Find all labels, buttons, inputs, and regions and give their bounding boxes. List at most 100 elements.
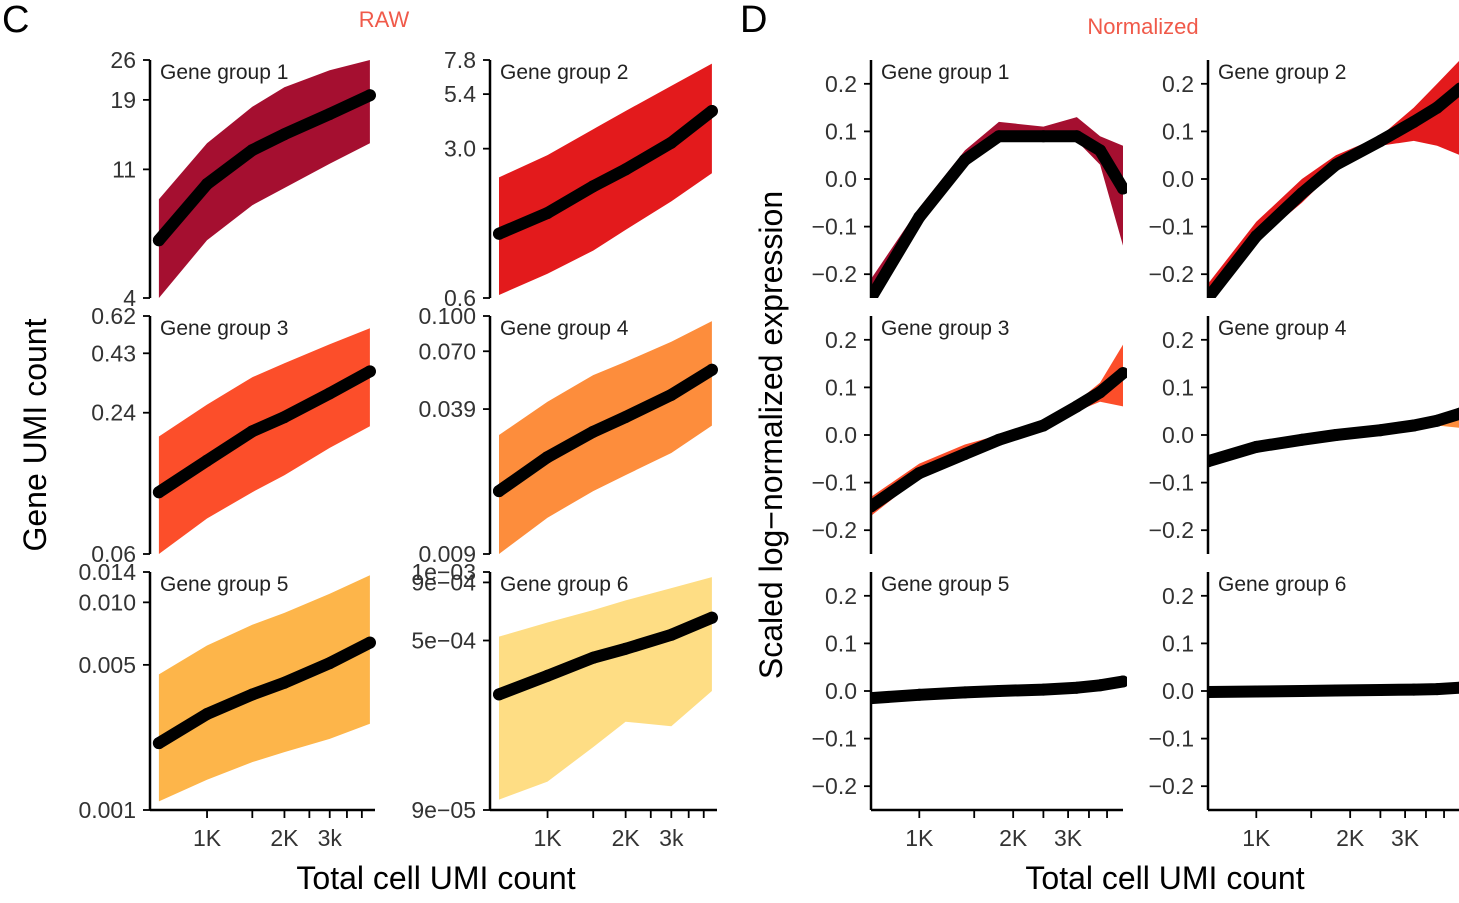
- mean-point: [1329, 684, 1342, 697]
- ribbon-band: [1208, 61, 1459, 298]
- mean-trend-line: [152, 89, 376, 247]
- mean-point: [493, 688, 505, 701]
- mean-point: [871, 292, 877, 298]
- y-tick-label: 3.0: [444, 136, 476, 162]
- mean-trend-line: [152, 636, 376, 750]
- mean-trend-line: [871, 130, 1127, 298]
- y-tick-label: 0.005: [78, 652, 136, 678]
- mean-point: [1431, 683, 1444, 696]
- mean-point: [587, 425, 600, 438]
- x-tick-label: 3k: [318, 825, 343, 851]
- mean-point: [913, 688, 926, 701]
- mean-point: [1329, 429, 1342, 441]
- y-tick-label: 26: [110, 47, 136, 73]
- mean-point: [246, 425, 259, 438]
- y-tick-label: 0.06: [91, 541, 136, 567]
- facet-label: Gene group 3: [160, 317, 288, 340]
- mean-point: [323, 657, 336, 670]
- mean-point: [1250, 230, 1263, 243]
- x-tick-label: 2K: [1336, 825, 1365, 851]
- mean-point: [363, 365, 376, 378]
- x-tick-label: 1K: [193, 825, 222, 851]
- mean-point: [958, 154, 971, 166]
- y-tick-label: 0.2: [825, 583, 857, 609]
- mean-point: [1094, 144, 1107, 157]
- mean-point: [705, 611, 718, 624]
- y-tick-label: 5e−04: [411, 628, 476, 654]
- ribbon-band: [158, 328, 370, 554]
- y-tick-label: −0.1: [1149, 726, 1194, 752]
- y-tick-label: 4: [123, 285, 136, 311]
- y-tick-label: 0.2: [825, 71, 857, 97]
- mean-point: [705, 363, 718, 376]
- mean-point: [278, 128, 291, 141]
- mean-point: [1295, 685, 1308, 697]
- mean-point: [1070, 681, 1083, 694]
- mean-point: [992, 685, 1005, 697]
- mean-point: [913, 211, 926, 224]
- norm-x-axis-title: Total cell UMI count: [1025, 860, 1304, 896]
- facet-label: Gene group 5: [881, 573, 1009, 596]
- mean-point: [665, 628, 678, 641]
- mean-point: [1037, 130, 1050, 143]
- mean-trend-line: [152, 365, 376, 499]
- mean-trend-line: [493, 611, 718, 701]
- y-tick-label: 0.2: [1162, 327, 1194, 353]
- mean-point: [705, 105, 718, 117]
- mean-point: [871, 692, 877, 705]
- mean-point: [587, 651, 600, 664]
- x-tick-label: 3k: [659, 825, 684, 851]
- x-tick-label: 3K: [1054, 825, 1083, 851]
- mean-point: [871, 500, 877, 513]
- y-tick-label: 0.1: [825, 630, 857, 656]
- facet-c-2: 0.6 3.0 5.4 7.8 Gene group 2: [444, 47, 718, 311]
- mean-point: [1329, 158, 1342, 171]
- y-tick-label: 0.100: [418, 303, 476, 329]
- y-tick-label: 9e−04: [411, 569, 476, 595]
- mean-point: [201, 708, 213, 720]
- y-tick-label: 0.1: [825, 118, 857, 144]
- y-tick-label: 0.001: [78, 797, 136, 823]
- mean-point: [1431, 414, 1444, 427]
- mean-point: [1407, 683, 1420, 696]
- ribbon-band: [499, 321, 712, 554]
- mean-point: [541, 451, 554, 464]
- mean-point: [992, 433, 1005, 446]
- mean-point: [1250, 440, 1263, 453]
- y-tick-label: 0.0: [825, 678, 857, 704]
- facet-plots: 4 11 19 26 Gene group 1 0.6 3.0 5.4 7.8 Gene grou…: [78, 47, 1459, 851]
- y-tick-label: −0.2: [1149, 517, 1194, 543]
- mean-point: [958, 686, 971, 699]
- y-tick-label: 9e−05: [411, 797, 476, 823]
- mean-point: [1208, 686, 1214, 698]
- mean-point: [1094, 679, 1107, 692]
- facet-label: Gene group 5: [160, 573, 288, 596]
- y-tick-label: 0.2: [1162, 583, 1194, 609]
- y-tick-label: −0.2: [1149, 261, 1194, 287]
- ribbon-band: [158, 60, 370, 298]
- mean-point: [323, 387, 336, 400]
- facet-label: Gene group 4: [500, 317, 629, 340]
- mean-point: [1117, 182, 1127, 195]
- mean-point: [541, 207, 554, 219]
- mean-point: [1295, 433, 1308, 446]
- norm-y-axis-title: Scaled log−normalized expression: [753, 191, 789, 679]
- mean-point: [541, 669, 554, 682]
- mean-point: [992, 130, 1005, 143]
- mean-point: [363, 89, 376, 102]
- mean-point: [665, 388, 678, 401]
- panel-letter-d: D: [740, 0, 767, 41]
- mean-point: [1454, 82, 1459, 95]
- mean-point: [152, 486, 165, 499]
- y-tick-label: −0.1: [1149, 214, 1194, 240]
- facet-c-4: 0.009 0.039 0.070 0.100 Gene group 4: [418, 303, 718, 567]
- mean-point: [363, 636, 376, 649]
- mean-point: [278, 411, 291, 424]
- mean-point: [323, 108, 336, 120]
- facet-label: Gene group 2: [500, 61, 628, 84]
- mean-point: [1250, 685, 1263, 698]
- facet-d-5: −0.2 −0.1 0.0 0.1 0.2 Gene group 5 1K 2K 3K: [812, 572, 1127, 851]
- y-tick-label: −0.2: [812, 517, 857, 543]
- mean-point: [1295, 187, 1308, 200]
